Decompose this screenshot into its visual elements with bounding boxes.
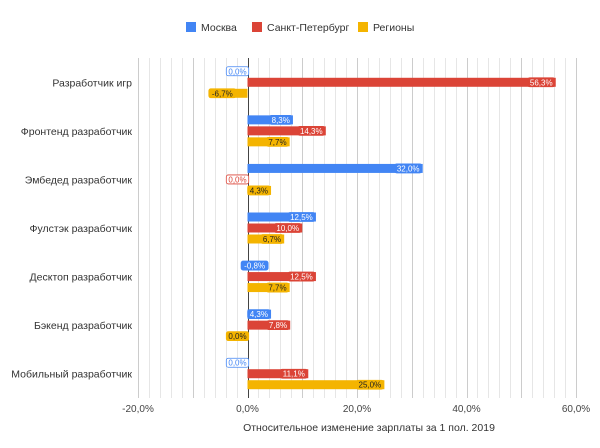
- data-label: 56,3%: [530, 78, 553, 87]
- data-label: 14,3%: [300, 127, 323, 136]
- legend-swatch: [358, 22, 368, 32]
- legend-swatch: [252, 22, 262, 32]
- bar: [247, 163, 423, 173]
- data-label-box: [265, 136, 290, 147]
- data-label: 0,0%: [228, 67, 246, 76]
- grid: [138, 58, 577, 398]
- bar: [247, 380, 385, 390]
- category-label: Мобильный разработчик: [11, 369, 132, 381]
- data-label-box: [265, 282, 290, 293]
- category-label: Фулстэк разработчик: [30, 223, 133, 235]
- category-label: Десктоп разработчик: [30, 272, 133, 284]
- x-tick-labels: -20,0% 0,0% 20,0% 40,0% 60,0%: [122, 404, 590, 415]
- data-label-box: [273, 223, 302, 233]
- data-label-box: [279, 368, 308, 379]
- bar: [247, 77, 556, 87]
- data-label-box: [355, 379, 384, 390]
- data-label: 0,0%: [228, 359, 246, 368]
- data-label: 0,0%: [228, 332, 246, 341]
- data-label-box: [247, 309, 271, 320]
- category-labels: Разработчик игр Фронтенд разработчик Эмбед…: [11, 77, 132, 380]
- x-tick-label: 20,0%: [343, 404, 371, 415]
- legend-label: Санкт-Петербург: [267, 22, 350, 34]
- x-tick-label: -20,0%: [122, 404, 154, 415]
- data-label: 12,5%: [290, 273, 313, 282]
- bar: [247, 272, 316, 282]
- data-labels: 0,0% 56,3% -6,7% 8,3% 14,3% 7,7% 32,0% 0,0% 4,3%…: [208, 66, 556, 390]
- data-label: 7,8%: [269, 321, 287, 330]
- data-label-box: [225, 66, 250, 77]
- data-label-box: [225, 331, 250, 342]
- data-label-box: [266, 320, 290, 331]
- category-label: Бэкенд разработчик: [34, 320, 132, 332]
- data-label-box: [287, 212, 316, 222]
- data-label: 4,3%: [250, 310, 268, 319]
- data-label-box: [297, 125, 326, 136]
- bars: [210, 77, 556, 390]
- x-axis-title: Относительное изменение зарплаты за 1 по…: [243, 422, 495, 434]
- data-label: -0,8%: [244, 262, 265, 271]
- data-label: 12,5%: [290, 213, 313, 222]
- bar: [247, 126, 326, 136]
- legend-label: Регионы: [373, 22, 414, 34]
- data-label: 8,3%: [272, 116, 290, 125]
- data-label-box: [225, 174, 250, 185]
- legend-swatch: [186, 22, 196, 32]
- bar: [247, 212, 316, 222]
- category-label: Эмбедед разработчик: [25, 174, 133, 186]
- legend: Москва Санкт-Петербург Регионы: [186, 22, 414, 34]
- data-label: 11,1%: [283, 370, 305, 379]
- data-label: 7,7%: [268, 138, 286, 147]
- data-label: 32,0%: [397, 164, 420, 173]
- x-tick-label: 40,0%: [452, 404, 480, 415]
- data-label: 25,0%: [359, 381, 382, 390]
- data-label: -6,7%: [212, 89, 233, 98]
- legend-label: Москва: [201, 22, 237, 34]
- data-label: 4,3%: [250, 186, 268, 195]
- category-label: Разработчик игр: [52, 77, 132, 89]
- data-label: 7,7%: [268, 284, 286, 293]
- data-label: 10,0%: [276, 224, 299, 233]
- data-label-box: [240, 260, 269, 271]
- x-tick-label: 0,0%: [236, 404, 259, 415]
- data-label-box: [269, 114, 293, 125]
- data-label-box: [260, 234, 284, 244]
- data-label-box: [225, 357, 250, 368]
- data-label: 0,0%: [228, 175, 246, 184]
- data-label-box: [247, 185, 271, 196]
- data-label-box: [287, 271, 316, 282]
- data-label-box: [394, 163, 423, 174]
- data-label: 6,7%: [263, 235, 281, 244]
- x-tick-label: 60,0%: [562, 404, 590, 415]
- data-label-box: [208, 88, 237, 99]
- category-label: Фронтенд разработчик: [21, 126, 133, 138]
- bar: [247, 369, 309, 379]
- data-label-box: [527, 77, 556, 88]
